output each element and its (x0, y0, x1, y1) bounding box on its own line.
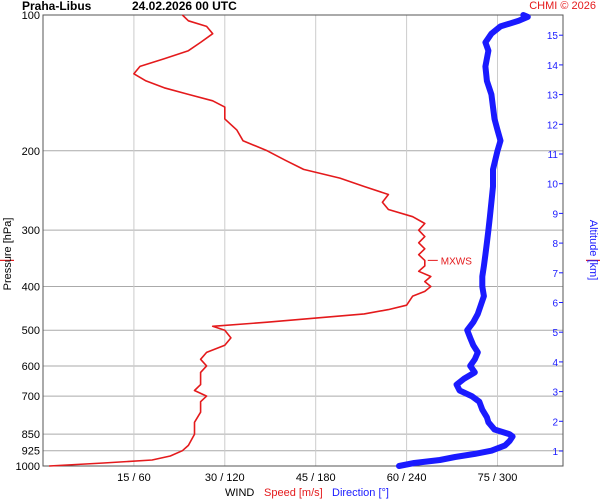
wind-tick-label: 75 / 300 (478, 472, 518, 484)
pressure-tick-label: 850 (22, 429, 40, 441)
credit-label: CHMI © 2026 (529, 0, 596, 12)
station-name: Praha-Libus (22, 0, 92, 13)
axis-layer (42, 14, 564, 467)
altitude-tick-label: 10 (547, 180, 559, 191)
y-axis-left-title: Pressure [hPa] (2, 218, 14, 291)
altitude-tick-label: 5 (552, 328, 558, 339)
plot-frame (42, 14, 564, 467)
pressure-tick-label: 925 (22, 446, 40, 458)
sounding-datetime: 24.02.2026 00 UTC (132, 0, 237, 13)
pressure-tick-label: 500 (22, 325, 40, 337)
y-axis-right-title: Altitude [km] (587, 220, 599, 281)
altitude-tick-label: 8 (552, 239, 558, 250)
pressure-tick-label: 1000 (16, 461, 40, 473)
wind-tick-label: 30 / 120 (205, 472, 245, 484)
altitude-tick-label: 15 (547, 31, 559, 42)
altitude-tick-label: 3 (552, 388, 558, 399)
wind-tick-label: 15 / 60 (117, 472, 151, 484)
pressure-tick-label: 700 (22, 391, 40, 403)
x-axis-title-direction: Direction [°] (332, 487, 389, 499)
altitude-tick-label: 9 (552, 209, 558, 220)
altitude-tick-label: 4 (552, 358, 558, 369)
altitude-tick-label: 13 (547, 91, 559, 102)
series-layer (49, 12, 531, 469)
x-axis-title-speed: Speed [m/s] (264, 487, 323, 499)
altitude-tick-label: 12 (547, 120, 559, 131)
x-axis-title-wind: WIND (225, 487, 254, 499)
speed-profile-line (49, 14, 432, 467)
wind-tick-label: 60 / 240 (387, 472, 427, 484)
wind-tick-label: 45 / 180 (296, 472, 336, 484)
pressure-tick-label: 600 (22, 361, 40, 373)
pressure-tick-label: 400 (22, 282, 40, 294)
altitude-tick-label: 1 (552, 447, 558, 458)
direction-profile-line (396, 12, 531, 469)
pressure-tick-label: 200 (22, 146, 40, 158)
altitude-tick-label: 7 (552, 269, 558, 280)
pressure-tick-label: 300 (22, 225, 40, 237)
altitude-tick-label: 2 (552, 417, 558, 428)
altitude-tick-label: 6 (552, 299, 558, 310)
altitude-tick-label: 14 (547, 61, 559, 72)
altitude-tick-label: 11 (548, 150, 559, 161)
mxws-annotation: MXWS (441, 256, 472, 267)
pressure-tick-label: 100 (22, 10, 40, 22)
